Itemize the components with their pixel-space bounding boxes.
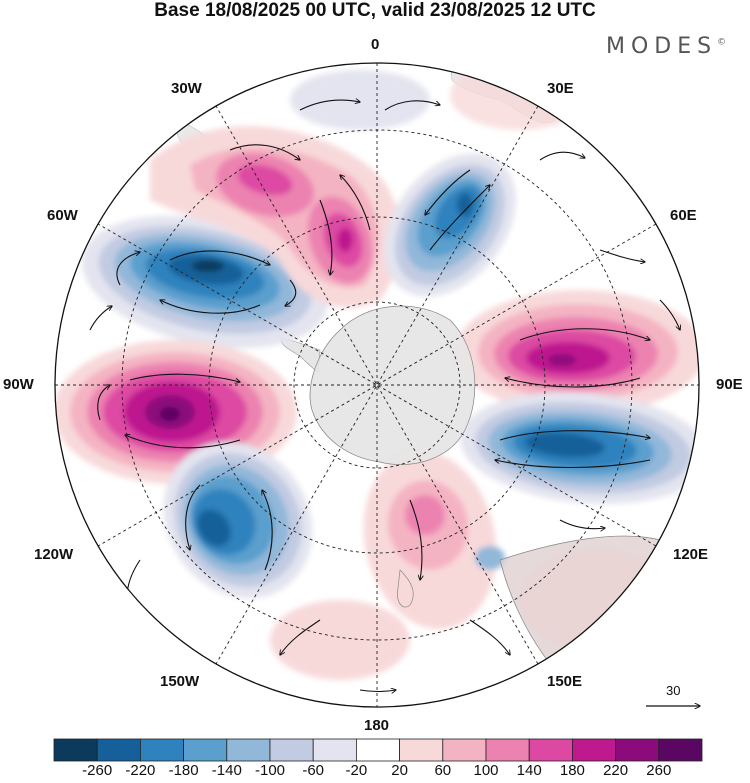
anomaly-atlantic-pale xyxy=(290,70,430,130)
colorbar-bin-2 xyxy=(139,738,184,762)
colorbar-bin-9 xyxy=(442,738,487,762)
brand-name: MODES xyxy=(606,34,718,59)
lon-label-150w: 150W xyxy=(160,673,200,690)
colorbar-tick-label: 100 xyxy=(473,762,499,779)
colorbar-tick-label: -20 xyxy=(345,762,368,779)
modes-brand-logo: MODES© xyxy=(606,34,726,59)
colorbar-tick-label: 140 xyxy=(516,762,542,779)
colorbar-bin-10 xyxy=(485,738,530,762)
colorbar-tick-label: 220 xyxy=(603,762,629,779)
lon-label-30w: 30W xyxy=(171,80,202,97)
colorbar xyxy=(53,738,703,762)
colorbar-bin-5 xyxy=(269,738,314,762)
colorbar-bin-3 xyxy=(183,738,228,762)
colorbar-bin-6 xyxy=(312,738,357,762)
colorbar-bin-7 xyxy=(355,738,400,762)
lon-label-150e: 150E xyxy=(547,673,583,690)
anomaly-small-low-140e xyxy=(475,546,505,570)
lon-label-0: 0 xyxy=(371,36,380,53)
map-disc xyxy=(55,63,699,707)
colorbar-tick-labels: -260 -220 -180 -140 -100 -60 -20 20 60 100 140 180 2… xyxy=(0,762,750,782)
lon-label-120e: 120E xyxy=(673,546,709,563)
anomaly-high-95w xyxy=(55,340,297,484)
antarctic-peninsula xyxy=(280,337,321,373)
anomaly-sw-pacific-pale xyxy=(270,600,410,680)
colorbar-tick-label: -100 xyxy=(254,762,286,779)
map-title: Base 18/08/2025 00 UTC, valid 23/08/2025… xyxy=(154,0,596,21)
colorbar-tick-label: 180 xyxy=(559,762,585,779)
lon-label-90e: 90E xyxy=(716,376,743,393)
wind-vectors xyxy=(89,100,680,691)
colorbar-tick-label: -220 xyxy=(125,762,156,779)
colorbar-bin-14 xyxy=(658,738,703,762)
lon-label-60e: 60E xyxy=(670,207,697,224)
lon-label-120w: 120W xyxy=(34,546,74,563)
colorbar-tick-label: -140 xyxy=(211,762,242,779)
colorbar-bin-13 xyxy=(615,738,660,762)
lon-label-90w: 90W xyxy=(3,376,34,393)
colorbar-tick-label: -260 xyxy=(82,762,113,779)
colorbar-tick-label: 20 xyxy=(391,762,408,779)
reference-vector-label: 30 xyxy=(666,683,681,698)
colorbar-bin-4 xyxy=(226,738,271,762)
colorbar-tick-label: 260 xyxy=(646,762,672,779)
colorbar-tick-label: -60 xyxy=(302,762,325,779)
map-border xyxy=(54,62,700,708)
colorbar-bin-11 xyxy=(528,738,573,762)
colorbar-bin-8 xyxy=(399,738,444,762)
lon-label-60w: 60W xyxy=(47,207,78,224)
anomaly-high-165e xyxy=(363,450,497,630)
lon-label-180: 180 xyxy=(364,717,390,734)
colorbar-bin-0 xyxy=(53,738,98,762)
colorbar-tick-label: -180 xyxy=(168,762,199,779)
colorbar-bin-1 xyxy=(96,738,141,762)
anomaly-low-35e xyxy=(384,153,516,297)
colorbar-bin-12 xyxy=(572,738,617,762)
colorbar-tick-label: 60 xyxy=(434,762,452,779)
lon-label-30e: 30E xyxy=(547,80,574,97)
brand-copyright-mark: © xyxy=(717,37,727,48)
